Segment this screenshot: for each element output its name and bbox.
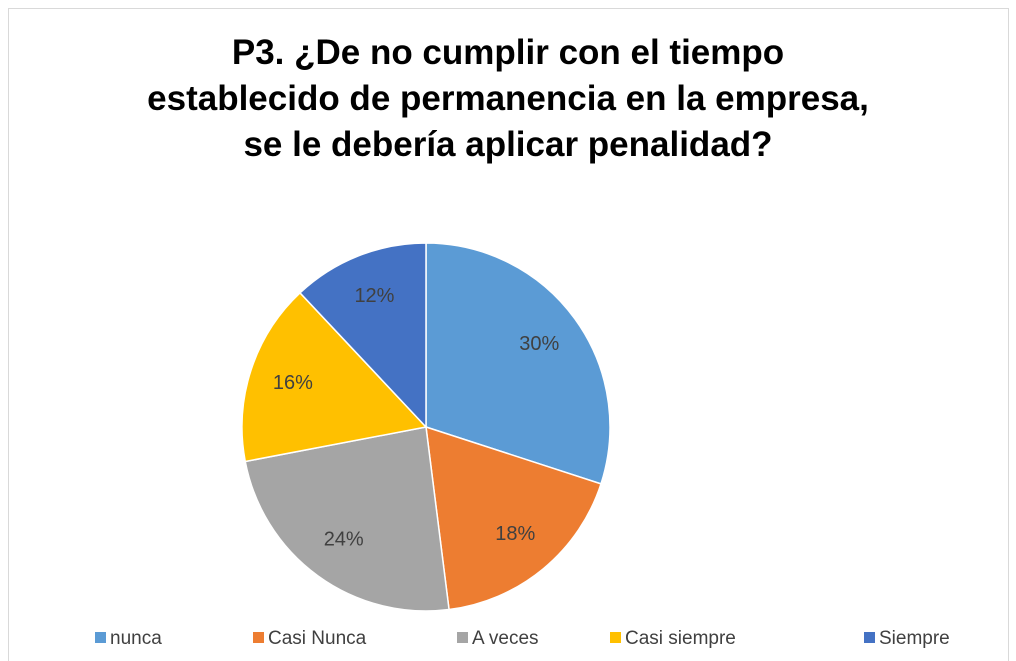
legend-label: nunca [110, 628, 162, 649]
data-label: 24% [324, 529, 364, 551]
legend-label: Casi siempre [625, 628, 736, 649]
legend-swatch [95, 632, 106, 643]
chart-title: P3. ¿De no cumplir con el tiempo estable… [147, 33, 869, 164]
data-label: 16% [273, 372, 313, 394]
chart-border [8, 8, 1009, 661]
legend-swatch [457, 632, 468, 643]
legend-swatch [610, 632, 621, 643]
pie-slice [241, 291, 428, 463]
legend-label: Siempre [879, 628, 950, 649]
pie-slice [425, 242, 611, 485]
legend-label: A veces [472, 628, 539, 649]
data-label: 18% [495, 523, 535, 545]
pie-slice [425, 425, 602, 611]
legend-swatch [253, 632, 264, 643]
data-label: 12% [354, 285, 394, 307]
pie-slice [244, 426, 450, 612]
data-label: 30% [519, 333, 559, 355]
legend-label: Casi Nunca [268, 628, 367, 649]
legend-swatch [864, 632, 875, 643]
pie-slice [298, 242, 427, 429]
